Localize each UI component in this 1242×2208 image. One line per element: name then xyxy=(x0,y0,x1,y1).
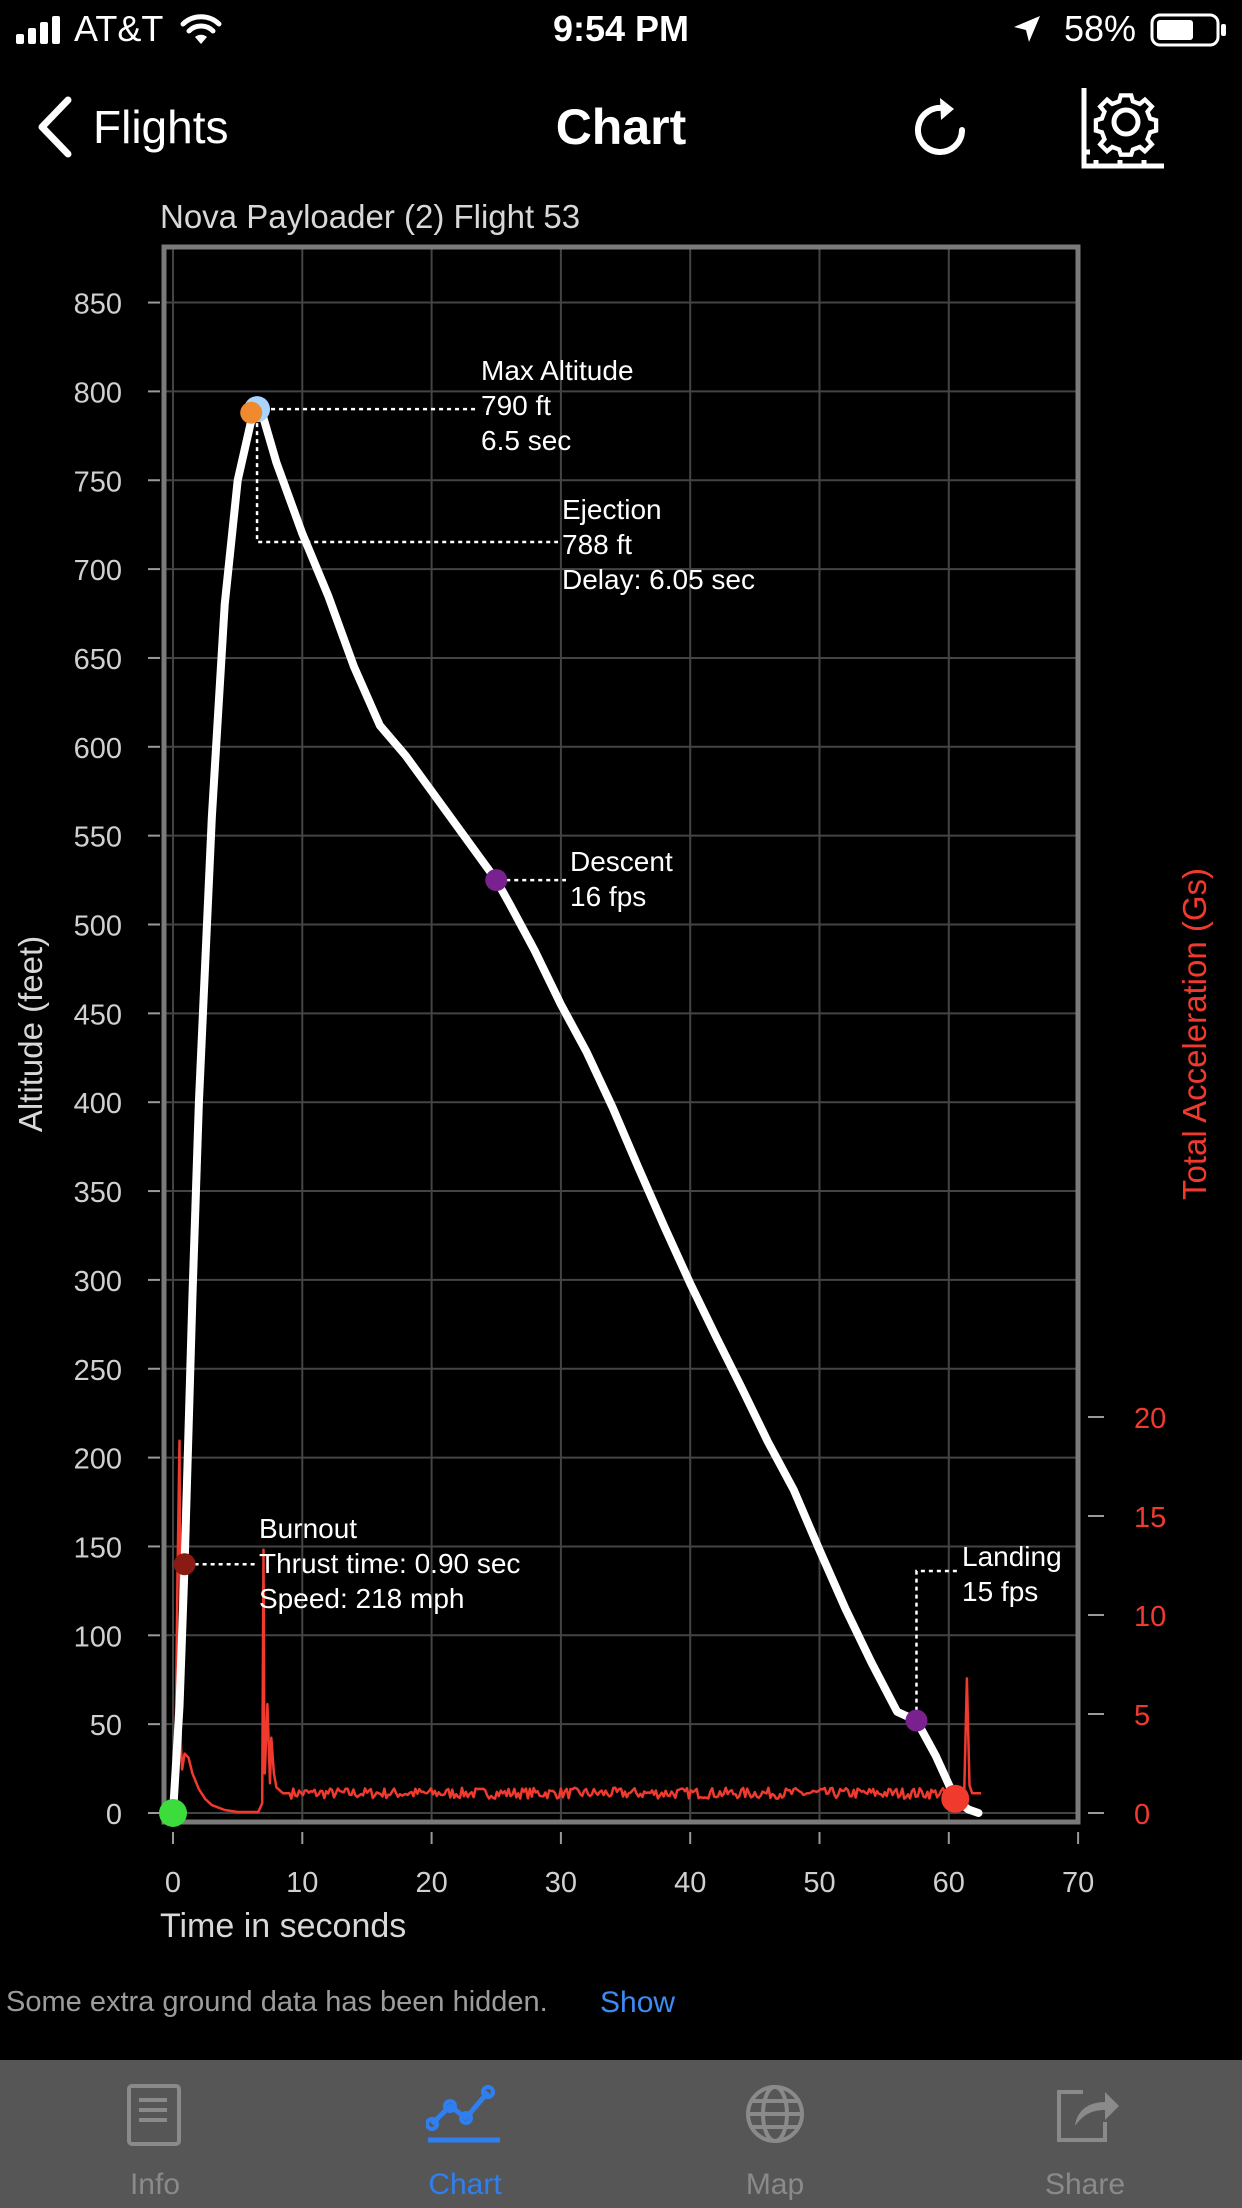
chart-grid xyxy=(164,247,1080,1822)
x-tick-label: 30 xyxy=(545,1867,577,1899)
x-tick-label: 70 xyxy=(1062,1867,1094,1899)
x-axis-label: Time in seconds xyxy=(160,1907,406,1945)
y2-tick-label: 15 xyxy=(1134,1502,1166,1534)
event-annotations: Max Altitude 790 ft 6.5 sec Ejection 788 ft D… xyxy=(259,355,1062,1614)
wifi-icon xyxy=(180,14,222,44)
chart-title: Nova Payloader (2) Flight 53 xyxy=(160,198,580,235)
x-tick-label: 40 xyxy=(674,1867,706,1899)
chevron-left-icon xyxy=(38,96,72,158)
leader-landing xyxy=(915,1569,960,1711)
y-tick-label: 0 xyxy=(106,1799,122,1831)
x-tick-label: 50 xyxy=(803,1867,835,1899)
y-tick-label: 400 xyxy=(74,1088,122,1120)
y2-tick-label: 20 xyxy=(1134,1403,1166,1435)
clock-label: 9:54 PM xyxy=(552,8,690,49)
annotation-ejection-line: 788 ft xyxy=(562,529,632,560)
battery-icon xyxy=(1150,13,1226,47)
tab-chart[interactable]: Chart xyxy=(310,2060,620,2208)
battery-percent: 58% xyxy=(1064,8,1137,49)
y-tick-label: 650 xyxy=(74,644,122,676)
y-tick-label: 50 xyxy=(90,1710,122,1742)
annotation-max-altitude-line: 6.5 sec xyxy=(481,425,571,456)
y-axis: 0 50 100 150 200 250 300 350 400 450 500 550 600 650 7… xyxy=(74,289,160,1831)
tab-map-label: Map xyxy=(745,2168,805,2201)
y-tick-label: 150 xyxy=(74,1532,122,1564)
tab-info-label: Info xyxy=(129,2168,181,2201)
globe-icon xyxy=(746,2085,804,2143)
y-tick-label: 200 xyxy=(74,1444,122,1476)
y-tick-label: 550 xyxy=(74,822,122,854)
annotation-burnout-line: Thrust time: 0.90 sec xyxy=(259,1548,520,1579)
status-bar: AT&T 9:54 PM 58% xyxy=(0,0,1242,62)
altitude-line xyxy=(169,405,983,1817)
annotation-burnout-line: Burnout xyxy=(259,1513,357,1544)
y2-axis: 0 5 10 15 20 xyxy=(1088,1403,1166,1831)
annotation-descent-line: Descent xyxy=(570,846,673,877)
annotation-descent-line: 16 fps xyxy=(570,881,646,912)
tab-share[interactable]: Share xyxy=(930,2060,1240,2208)
marker-landing-rate xyxy=(905,1709,928,1732)
annotation-ejection-line: Ejection xyxy=(562,494,662,525)
tab-share-label: Share xyxy=(1044,2168,1126,2201)
y-tick-label: 300 xyxy=(74,1266,122,1298)
back-button[interactable] xyxy=(20,82,260,172)
tab-map[interactable]: Map xyxy=(620,2060,930,2208)
show-hidden-data-link[interactable]: Show xyxy=(600,1986,676,2019)
y-tick-label: 700 xyxy=(74,555,122,587)
y-tick-label: 450 xyxy=(74,999,122,1031)
marker-burnout xyxy=(173,1553,196,1576)
page-title: Chart xyxy=(555,99,687,155)
y-tick-label: 250 xyxy=(74,1355,122,1387)
annotation-landing-line: 15 fps xyxy=(962,1576,1038,1607)
refresh-icon[interactable] xyxy=(906,96,974,164)
annotation-max-altitude-line: Max Altitude xyxy=(481,355,634,386)
chart-line-icon xyxy=(426,2085,500,2143)
marker-descent xyxy=(485,869,508,892)
tab-bar: Info Chart Map Share xyxy=(0,2060,1242,2208)
share-icon xyxy=(1057,2090,1119,2142)
marker-launch xyxy=(159,1799,187,1827)
y-tick-label: 350 xyxy=(74,1177,122,1209)
x-tick-label: 60 xyxy=(933,1867,965,1899)
y2-tick-label: 5 xyxy=(1134,1700,1150,1732)
annotation-landing-line: Landing xyxy=(962,1541,1062,1572)
y-tick-label: 800 xyxy=(74,377,122,409)
signal-icon xyxy=(16,16,60,44)
y-tick-label: 750 xyxy=(74,466,122,498)
location-arrow-icon xyxy=(1014,16,1040,42)
annotation-ejection-line: Delay: 6.05 sec xyxy=(562,564,755,595)
back-label[interactable]: Flights xyxy=(93,101,229,153)
flight-chart[interactable]: Nova Payloader (2) Flight 53 05010015020… xyxy=(0,195,1242,1965)
acceleration-line xyxy=(171,1439,982,1814)
carrier-label: AT&T xyxy=(74,8,164,49)
nav-bar: Flights Chart xyxy=(0,62,1242,192)
marker-landing xyxy=(941,1784,970,1813)
x-tick-label: 10 xyxy=(286,1867,318,1899)
event-markers xyxy=(159,396,970,1827)
plot-frame xyxy=(161,244,1081,1825)
y-tick-label: 600 xyxy=(74,733,122,765)
x-axis: 0 10 20 30 40 50 60 70 xyxy=(165,1832,1094,1899)
x-tick-label: 20 xyxy=(415,1867,447,1899)
y2-axis-label: Total Acceleration (Gs) xyxy=(1176,868,1213,1200)
x-tick-label: 0 xyxy=(165,1867,181,1899)
tab-info[interactable]: Info xyxy=(0,2060,310,2208)
y2-tick-label: 10 xyxy=(1134,1601,1166,1633)
y-tick-label: 500 xyxy=(74,911,122,943)
altitude-series xyxy=(169,405,983,1817)
gear-icon[interactable] xyxy=(1080,82,1166,170)
acceleration-series xyxy=(171,1439,982,1814)
y2-tick-label: 0 xyxy=(1134,1799,1150,1831)
y-tick-label: 850 xyxy=(74,289,122,321)
annotation-max-altitude-line: 790 ft xyxy=(481,390,551,421)
tab-chart-label: Chart xyxy=(428,2168,502,2201)
annotation-leaders xyxy=(194,407,960,1711)
annotation-burnout-line: Speed: 218 mph xyxy=(259,1583,465,1614)
y-axis-label: Altitude (feet) xyxy=(12,936,49,1132)
marker-ejection xyxy=(240,401,263,424)
info-document-icon xyxy=(127,2084,181,2146)
y-tick-label: 100 xyxy=(74,1621,122,1653)
hidden-data-note: Some extra ground data has been hidden. xyxy=(6,1986,548,2018)
